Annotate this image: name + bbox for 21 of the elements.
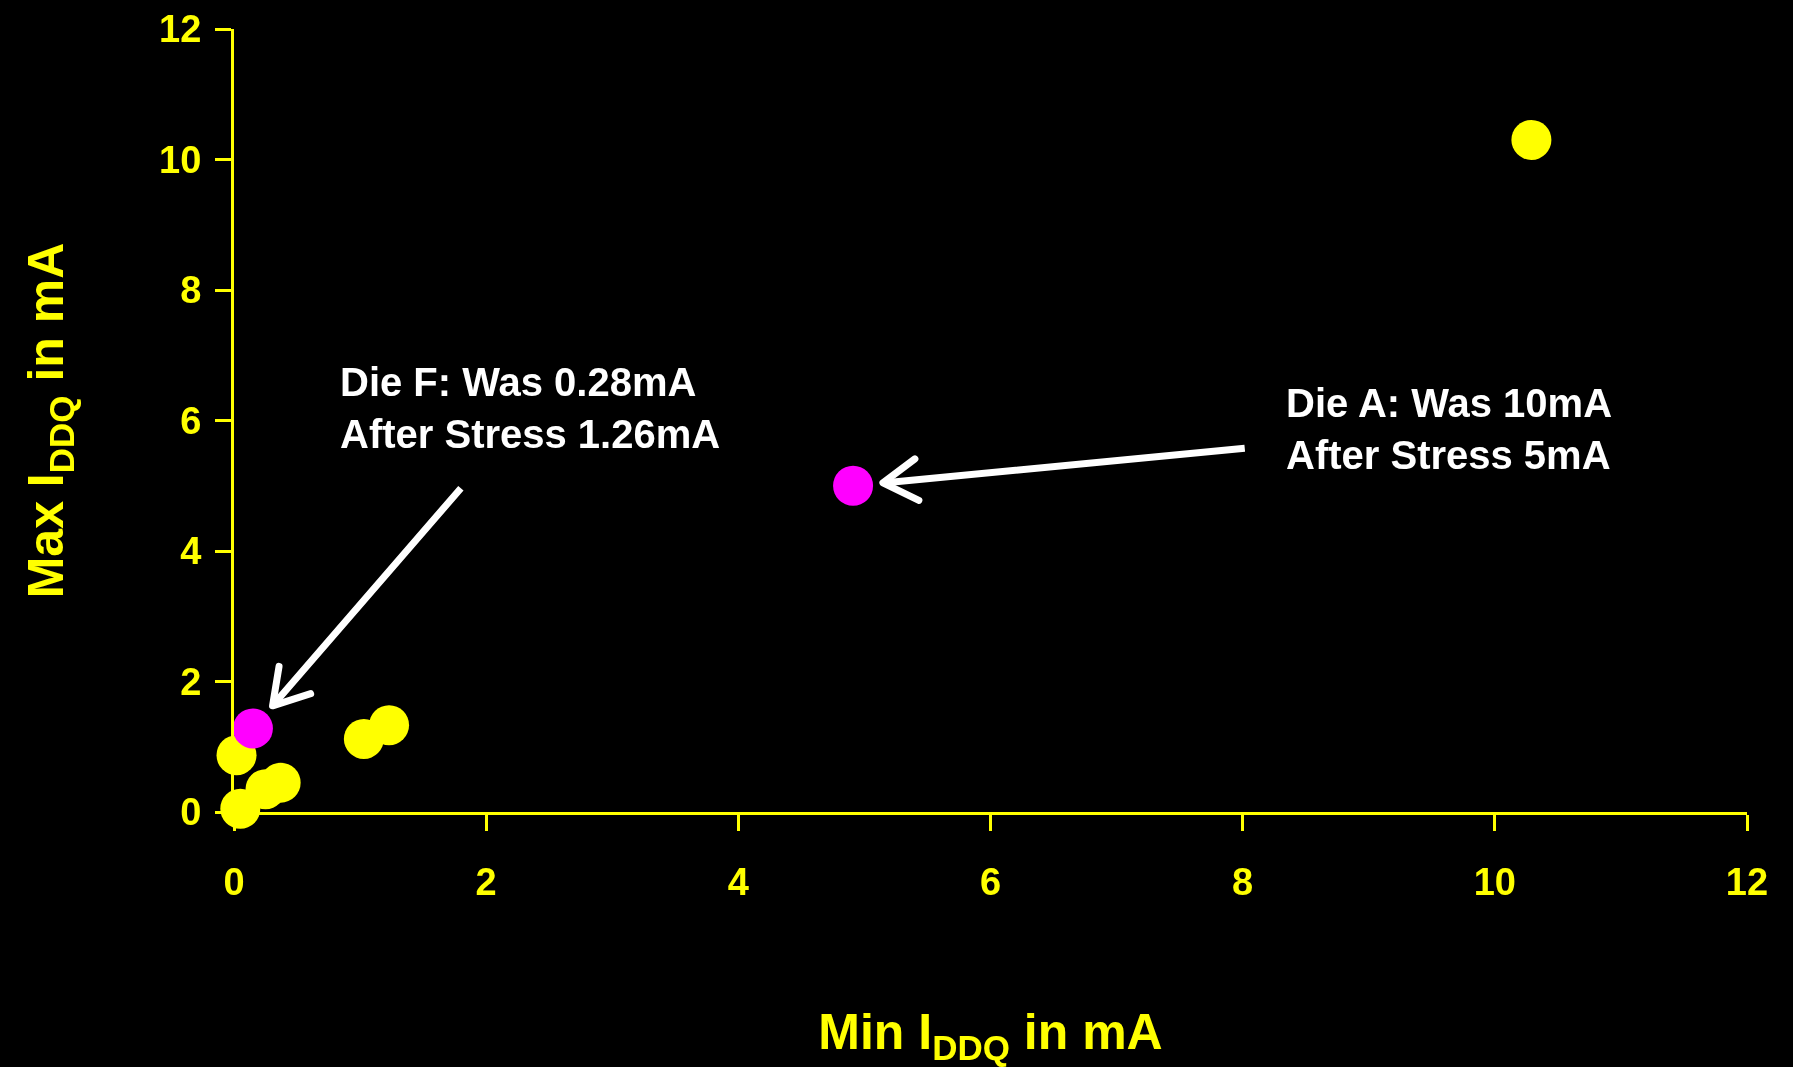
y-tick-label: 12: [159, 8, 202, 51]
point: [1511, 119, 1552, 160]
point: [833, 465, 874, 506]
x-tick-label: 0: [223, 860, 245, 903]
x-axis-title: Min I$_{DDQ}$ in mA: [818, 1004, 1163, 1067]
y-tick-label: 10: [159, 138, 202, 181]
x-tick-label: 12: [1725, 860, 1769, 903]
x-tick-label: 8: [1232, 860, 1254, 903]
y-tick-label: 8: [180, 269, 202, 312]
annotation: Die F: Was 0.28mA After Stress 1.26mA: [340, 360, 721, 456]
y-tick-label: 6: [180, 399, 202, 442]
y-tick-label: 2: [180, 660, 202, 703]
x-tick-label: 4: [727, 860, 749, 903]
y-tick-label: 4: [180, 530, 202, 573]
x-tick-label: 6: [979, 860, 1002, 903]
point: [369, 705, 410, 746]
annotation: Die A: Was 10mA After Stress 5mA: [1286, 381, 1613, 477]
y-tick-label: 0: [180, 791, 202, 834]
x-tick-label: 2: [475, 860, 497, 903]
x-tick-label: 10: [1473, 860, 1516, 903]
point: [232, 708, 273, 749]
